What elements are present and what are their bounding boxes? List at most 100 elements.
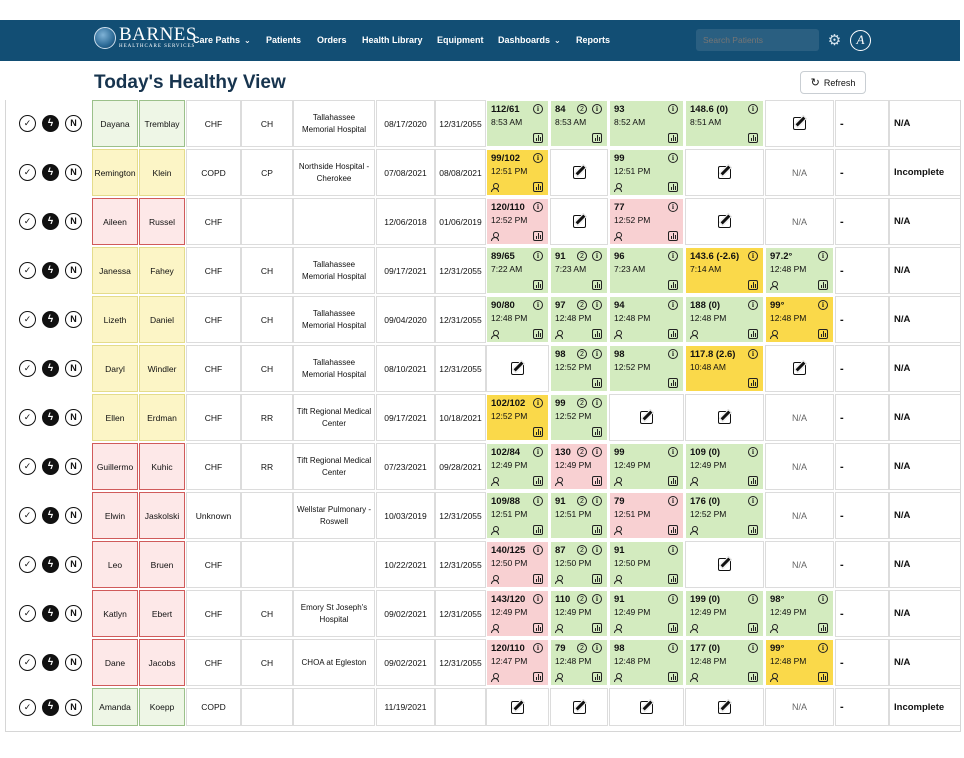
vital-reading-cell[interactable]: 148.6 (0) 8:51 AM i — [685, 100, 764, 147]
no-alert-icon[interactable]: N — [65, 115, 82, 132]
info-icon[interactable]: i — [592, 496, 602, 506]
chart-icon[interactable] — [592, 427, 602, 437]
check-circle-icon[interactable]: ✓ — [19, 311, 36, 328]
vital-reading-cell[interactable]: 99 12:51 PM i — [609, 149, 684, 196]
lightning-icon[interactable]: ϟ — [42, 654, 59, 671]
patient-first-name[interactable]: Dayana — [92, 100, 138, 147]
patient-first-name[interactable]: Remington — [92, 149, 138, 196]
info-icon[interactable]: i — [592, 447, 602, 457]
lightning-icon[interactable]: ϟ — [42, 164, 59, 181]
chart-icon[interactable] — [592, 280, 602, 290]
edit-icon[interactable] — [640, 411, 653, 424]
vital-reading-cell[interactable]: 199 (0) 12:49 PM i — [685, 590, 764, 637]
chart-icon[interactable] — [533, 427, 543, 437]
chart-icon[interactable] — [592, 672, 602, 682]
patient-first-name[interactable]: Daryl — [92, 345, 138, 392]
two-readings-icon[interactable]: 2 — [577, 594, 587, 604]
patient-first-name[interactable]: Guillermo — [92, 443, 138, 490]
patient-last-name[interactable]: Jaskolski — [139, 492, 185, 539]
info-icon[interactable]: i — [748, 251, 758, 261]
nav-item-dashboards[interactable]: Dashboards ⌄ — [498, 20, 561, 61]
vital-edit-cell[interactable] — [685, 149, 764, 196]
info-icon[interactable]: i — [533, 447, 543, 457]
patient-last-name[interactable]: Ebert — [139, 590, 185, 637]
chart-icon[interactable] — [668, 623, 678, 633]
two-readings-icon[interactable]: 2 — [577, 349, 587, 359]
no-alert-icon[interactable]: N — [65, 698, 82, 716]
chart-icon[interactable] — [668, 329, 678, 339]
lightning-icon[interactable]: ϟ — [42, 115, 59, 132]
info-icon[interactable]: i — [818, 300, 828, 310]
chart-icon[interactable] — [592, 133, 602, 143]
no-alert-icon[interactable]: N — [65, 458, 82, 475]
vital-reading-cell[interactable]: 110 12:49 PM i 2 — [550, 590, 608, 637]
vital-edit-cell[interactable] — [609, 688, 684, 726]
vital-edit-cell[interactable] — [685, 394, 764, 441]
vital-reading-cell[interactable]: 117.8 (2.6) 10:48 AM i — [685, 345, 764, 392]
vital-reading-cell[interactable]: 84 8:53 AM i 2 — [550, 100, 608, 147]
chart-icon[interactable] — [668, 574, 678, 584]
vital-reading-cell[interactable]: 96 7:23 AM i — [609, 247, 684, 294]
patient-last-name[interactable]: Fahey — [139, 247, 185, 294]
lightning-icon[interactable]: ϟ — [42, 556, 59, 573]
vital-reading-cell[interactable]: 143.6 (-2.6) 7:14 AM i — [685, 247, 764, 294]
patient-last-name[interactable]: Klein — [139, 149, 185, 196]
patient-first-name[interactable]: Dane — [92, 639, 138, 686]
chart-icon[interactable] — [533, 574, 543, 584]
chart-icon[interactable] — [818, 329, 828, 339]
info-icon[interactable]: i — [533, 643, 543, 653]
info-icon[interactable]: i — [748, 300, 758, 310]
chart-icon[interactable] — [592, 378, 602, 388]
no-alert-icon[interactable]: N — [65, 507, 82, 524]
vital-edit-cell[interactable] — [550, 149, 608, 196]
info-icon[interactable]: i — [668, 447, 678, 457]
info-icon[interactable]: i — [668, 545, 678, 555]
info-icon[interactable]: i — [818, 643, 828, 653]
two-readings-icon[interactable]: 2 — [577, 251, 587, 261]
info-icon[interactable]: i — [818, 594, 828, 604]
lightning-icon[interactable]: ϟ — [42, 698, 59, 716]
info-icon[interactable]: i — [533, 398, 543, 408]
vital-reading-cell[interactable]: 99° 12:48 PM i — [765, 296, 834, 343]
info-icon[interactable]: i — [592, 398, 602, 408]
chart-icon[interactable] — [748, 378, 758, 388]
user-avatar[interactable]: A — [850, 30, 871, 51]
check-circle-icon[interactable]: ✓ — [19, 115, 36, 132]
chart-icon[interactable] — [592, 476, 602, 486]
chart-icon[interactable] — [533, 525, 543, 535]
no-alert-icon[interactable]: N — [65, 164, 82, 181]
patient-last-name[interactable]: Kuhic — [139, 443, 185, 490]
chart-icon[interactable] — [592, 329, 602, 339]
patient-last-name[interactable]: Erdman — [139, 394, 185, 441]
vital-reading-cell[interactable]: 99° 12:48 PM i — [765, 639, 834, 686]
gear-icon[interactable]: ⚙ — [827, 32, 842, 49]
vital-reading-cell[interactable]: 130 12:49 PM i 2 — [550, 443, 608, 490]
no-alert-icon[interactable]: N — [65, 311, 82, 328]
edit-icon[interactable] — [511, 700, 524, 714]
vital-edit-cell[interactable] — [685, 198, 764, 245]
lightning-icon[interactable]: ϟ — [42, 458, 59, 475]
chart-icon[interactable] — [533, 133, 543, 143]
chart-icon[interactable] — [748, 672, 758, 682]
chart-icon[interactable] — [533, 623, 543, 633]
patient-last-name[interactable]: Windler — [139, 345, 185, 392]
lightning-icon[interactable]: ϟ — [42, 311, 59, 328]
patient-first-name[interactable]: Katlyn — [92, 590, 138, 637]
no-alert-icon[interactable]: N — [65, 605, 82, 622]
chart-icon[interactable] — [533, 280, 543, 290]
vital-reading-cell[interactable]: 91 12:51 PM i 2 — [550, 492, 608, 539]
chart-icon[interactable] — [748, 329, 758, 339]
chart-icon[interactable] — [668, 525, 678, 535]
check-circle-icon[interactable]: ✓ — [19, 360, 36, 377]
edit-icon[interactable] — [718, 700, 731, 714]
vital-reading-cell[interactable]: 112/61 8:53 AM i — [486, 100, 549, 147]
vital-edit-cell[interactable] — [765, 100, 834, 147]
check-circle-icon[interactable]: ✓ — [19, 654, 36, 671]
patient-last-name[interactable]: Jacobs — [139, 639, 185, 686]
nav-item-reports[interactable]: Reports — [576, 20, 610, 61]
info-icon[interactable]: i — [592, 300, 602, 310]
vital-reading-cell[interactable]: 87 12:50 PM i 2 — [550, 541, 608, 588]
vital-edit-cell[interactable] — [685, 541, 764, 588]
edit-icon[interactable] — [793, 362, 806, 375]
patient-first-name[interactable]: Amanda — [92, 688, 138, 726]
